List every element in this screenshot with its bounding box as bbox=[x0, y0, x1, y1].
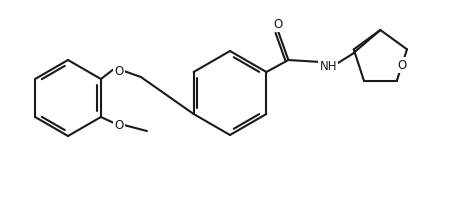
Text: O: O bbox=[114, 118, 123, 131]
Text: O: O bbox=[273, 17, 282, 30]
Text: O: O bbox=[396, 58, 405, 71]
Text: NH: NH bbox=[319, 60, 336, 72]
Text: O: O bbox=[114, 65, 123, 77]
